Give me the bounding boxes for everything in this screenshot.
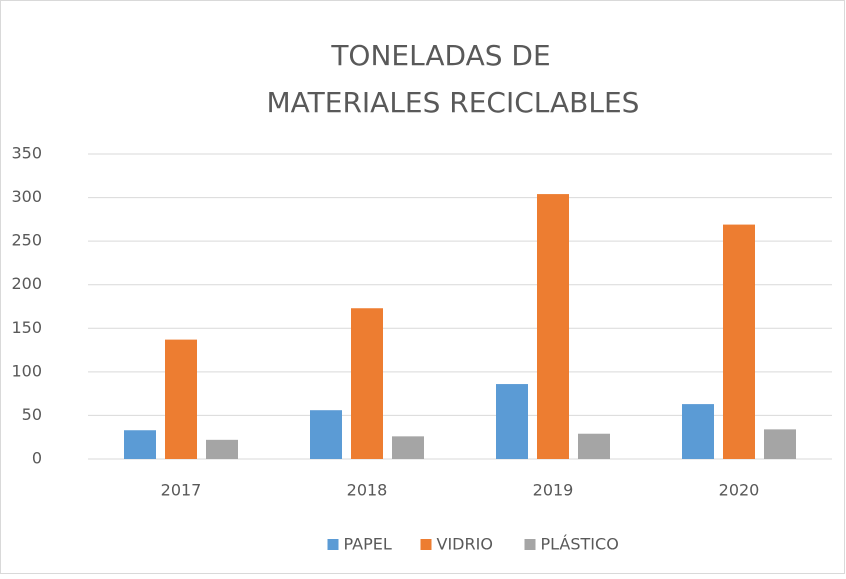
chart-title: MATERIALES RECICLABLES	[267, 86, 640, 119]
y-tick-label: 300	[11, 187, 42, 206]
x-tick-label: 2020	[719, 481, 760, 500]
y-tick-label: 50	[22, 405, 42, 424]
legend-swatch	[420, 539, 432, 550]
bar	[723, 224, 755, 459]
y-tick-label: 350	[11, 144, 42, 163]
bar	[392, 436, 424, 459]
bar	[124, 430, 156, 459]
legend-swatch	[524, 539, 536, 550]
y-tick-label: 100	[11, 361, 42, 380]
x-tick-label: 2018	[347, 481, 388, 500]
bar	[764, 429, 796, 459]
bar	[351, 308, 383, 459]
bar	[165, 339, 197, 459]
legend-label: PLÁSTICO	[541, 535, 619, 554]
bar	[537, 194, 569, 460]
y-tick-label: 200	[11, 274, 42, 293]
bar	[578, 433, 610, 459]
y-tick-label: 250	[11, 231, 42, 250]
y-tick-label: 0	[32, 449, 42, 468]
chart-title: TONELADAS DE	[330, 39, 550, 72]
y-tick-label: 150	[11, 318, 42, 337]
bar	[310, 410, 342, 459]
bar	[206, 439, 238, 459]
x-tick-label: 2017	[161, 481, 202, 500]
bar	[496, 384, 528, 459]
bar	[682, 404, 714, 459]
legend-label: VIDRIO	[437, 535, 493, 554]
legend-swatch	[327, 539, 339, 550]
legend-label: PAPEL	[344, 535, 392, 554]
x-tick-label: 2019	[533, 481, 574, 500]
